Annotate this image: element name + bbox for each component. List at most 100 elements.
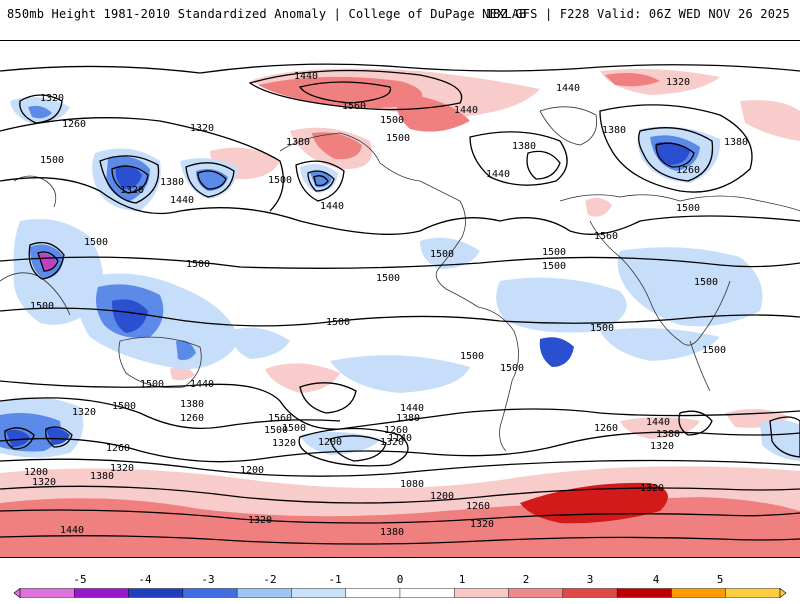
colorbar-tick-label: -2	[263, 573, 276, 586]
colorbar-swatch	[74, 588, 129, 598]
contour-label: 1320	[40, 93, 64, 104]
contour-label: 1320	[272, 438, 296, 449]
colorbar-swatch	[182, 588, 238, 598]
contour-label: 1440	[60, 525, 84, 536]
header: 850mb Height 1981-2010 Standardized Anom…	[0, 0, 800, 30]
contour-label: 1380	[602, 125, 626, 136]
colorbar-swatch	[454, 588, 509, 598]
contour-label: 1320	[190, 123, 214, 134]
contour-label: 1500	[542, 247, 566, 258]
colorbar-right-arrow	[779, 587, 787, 599]
contour-label: 1500	[84, 237, 108, 248]
contour-label: 1500	[500, 363, 524, 374]
contour-label: 1440	[486, 169, 510, 180]
contour-label: 1260	[466, 501, 490, 512]
contour-label: 1200	[240, 465, 264, 476]
contour-label: 1260	[384, 425, 408, 436]
colorbar-tick-label: 0	[397, 573, 404, 586]
contour-label: 1440	[556, 83, 580, 94]
colorbar-tick-label: -3	[201, 573, 214, 586]
contour-label: 1380	[656, 429, 680, 440]
contour-label: 1500	[702, 345, 726, 356]
colorbar-tick-label: -4	[138, 573, 152, 586]
colorbar-swatch	[725, 588, 781, 598]
model-run-info: 18Z GFS | F228 Valid: 06Z WED NOV 26 202…	[485, 7, 790, 21]
contour-label: 1440	[294, 71, 318, 82]
contour-label: 1380	[512, 141, 536, 152]
contour-label: 1320	[72, 407, 96, 418]
colorbar-swatch	[671, 588, 726, 598]
contour-label: 1380	[180, 399, 204, 410]
colorbar-swatch	[399, 588, 455, 598]
contour-label: 1500	[186, 259, 210, 270]
colorbar-tick-label: -1	[328, 573, 341, 586]
contour-label: 1080	[400, 479, 424, 490]
contour-label: 1500	[268, 175, 292, 186]
contour-label: 1380	[396, 413, 420, 424]
contour-label: 1260	[62, 119, 86, 130]
contour-label: 1500	[694, 277, 718, 288]
contour-label: 1500	[326, 317, 350, 328]
colorbar-tick-label: 4	[653, 573, 660, 586]
contour-label: 1200	[318, 437, 342, 448]
colorbar-swatch	[345, 588, 401, 598]
colorbar-swatch	[508, 588, 564, 598]
contour-label: 1500	[386, 133, 410, 144]
contour-label: 1380	[724, 137, 748, 148]
contour-label: 1260	[594, 423, 618, 434]
contour-label: 1260	[106, 443, 130, 454]
colorbar-swatches	[19, 588, 781, 598]
colorbar-legend: -5 -4 -3 -2 -1 0 1 2 3 4 5	[0, 570, 800, 600]
contour-label: 1500	[590, 323, 614, 334]
colorbar-swatch	[616, 588, 672, 598]
contour-label: 1260	[180, 413, 204, 424]
contour-label: 1140	[388, 433, 412, 444]
contour-label: 1380	[160, 177, 184, 188]
contour-label: 1500	[676, 203, 700, 214]
contour-label: 1500	[112, 401, 136, 412]
contour-label: 1500	[380, 115, 404, 126]
anomaly-map[interactable]: 1320 1260 1320 1440 1560 1500 1440 1380 …	[0, 41, 800, 558]
map-panel[interactable]: 1320 1260 1320 1440 1560 1500 1440 1380 …	[0, 40, 800, 558]
contour-label: 1500	[430, 249, 454, 260]
contour-label: 1440	[454, 105, 478, 116]
contour-label: 1500	[376, 273, 400, 284]
contour-labels: 1320 1260 1320 1440 1560 1500 1440 1380 …	[24, 71, 748, 538]
contour-label: 1440	[190, 379, 214, 390]
contour-label: 1440	[400, 403, 424, 414]
contour-label: 1440	[170, 195, 194, 206]
contour-label: 1500	[542, 261, 566, 272]
colorbar-tick-label: 5	[717, 573, 724, 586]
colorbar-swatch	[236, 588, 292, 598]
contour-label: 1380	[286, 137, 310, 148]
height-contours	[0, 63, 800, 545]
contour-label: 1320	[666, 77, 690, 88]
colorbar-swatch	[291, 588, 346, 598]
contour-label: 1560	[594, 231, 618, 242]
contour-label: 1320	[32, 477, 56, 488]
colorbar-svg: -5 -4 -3 -2 -1 0 1 2 3 4 5	[13, 573, 787, 599]
colorbar-tick-label: 2	[523, 573, 530, 586]
contour-label: 1500	[40, 155, 64, 166]
contour-label: 1200	[24, 467, 48, 478]
map-title: 850mb Height 1981-2010 Standardized Anom…	[7, 7, 527, 21]
contour-label: 1500	[264, 425, 288, 436]
colorbar-swatch	[128, 588, 184, 598]
contour-label: 1500	[30, 301, 54, 312]
contour-label: 1440	[320, 201, 344, 212]
contour-label: 1320	[650, 441, 674, 452]
contour-label: 1560	[342, 101, 366, 112]
colorbar-tick-label: 3	[587, 573, 594, 586]
contour-label: 1500	[140, 379, 164, 390]
contour-label: 1320	[120, 185, 144, 196]
contour-label: 1320	[640, 483, 664, 494]
colorbar-left-arrow	[13, 587, 21, 599]
contour-label: 1320	[380, 437, 404, 448]
contour-label: 1200	[430, 491, 454, 502]
contour-label: 1560	[268, 413, 292, 424]
colorbar-ticks: -5 -4 -3 -2 -1 0 1 2 3 4 5	[73, 573, 723, 586]
contour-label: 1440	[646, 417, 670, 428]
colorbar-tick-label: 1	[459, 573, 466, 586]
contour-label: 1380	[380, 527, 404, 538]
negative-anomaly-shading	[0, 97, 800, 461]
